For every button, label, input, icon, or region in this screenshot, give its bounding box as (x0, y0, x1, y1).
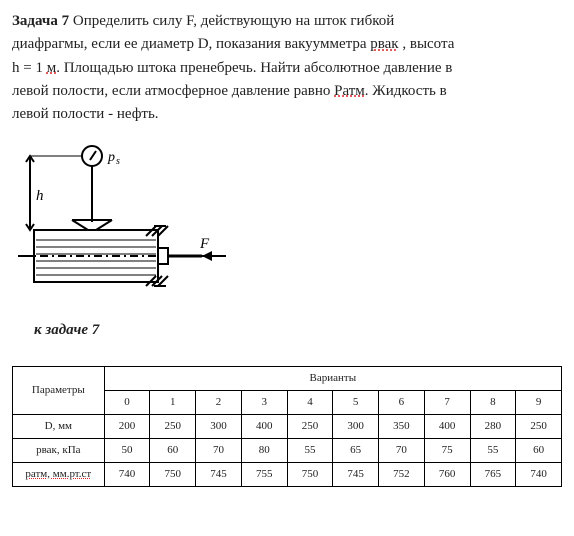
v3: 3 (241, 390, 287, 414)
v8: 8 (470, 390, 516, 414)
row-label: D, мм (13, 414, 105, 438)
problem-label: Задача 7 (12, 13, 69, 29)
p-label: ps (107, 150, 120, 167)
table-row: рвак, кПа 50 60 70 80 55 65 70 75 55 60 (13, 438, 562, 462)
t6: левой полости, если атмосферное давление… (12, 83, 334, 99)
v1: 1 (150, 390, 196, 414)
v0: 0 (104, 390, 150, 414)
t4: h = 1 (12, 60, 47, 76)
f-label: F (199, 236, 210, 252)
m: м (47, 60, 57, 76)
t3: , высота (399, 36, 455, 52)
table-header-row: Параметры Варианты (13, 366, 562, 390)
diagram-svg: ps (16, 144, 236, 304)
table-row: ратм, мм.рт.ст 740 750 745 755 750 745 7… (13, 462, 562, 486)
v4: 4 (287, 390, 333, 414)
row-label: рвак, кПа (13, 438, 105, 462)
param-header: Параметры (13, 366, 105, 414)
h-label: h (36, 188, 44, 204)
t8: левой полости - нефть. (12, 106, 159, 122)
t7: . Жидкость в (365, 83, 447, 99)
v9: 9 (516, 390, 562, 414)
diagram-caption: к задаче 7 (34, 319, 562, 342)
t5: . Площадью штока пренебречь. Найти абсол… (56, 60, 452, 76)
t1: Определить силу F, действующую на шток г… (69, 13, 394, 29)
variant-header: Варианты (104, 366, 561, 390)
v5: 5 (333, 390, 379, 414)
patm: Ратм (334, 83, 365, 99)
row-label: ратм, мм.рт.ст (13, 462, 105, 486)
v2: 2 (196, 390, 242, 414)
diagram: ps (16, 144, 562, 312)
pvac: рвак (370, 36, 398, 52)
v7: 7 (424, 390, 470, 414)
problem-text: Задача 7 Определить силу F, действующую … (12, 10, 562, 126)
v6: 6 (379, 390, 425, 414)
table-row: D, мм 200 250 300 400 250 300 350 400 28… (13, 414, 562, 438)
t2: диафрагмы, если ее диаметр D, показания … (12, 36, 370, 52)
parameters-table: Параметры Варианты 0 1 2 3 4 5 6 7 8 9 D… (12, 366, 562, 487)
